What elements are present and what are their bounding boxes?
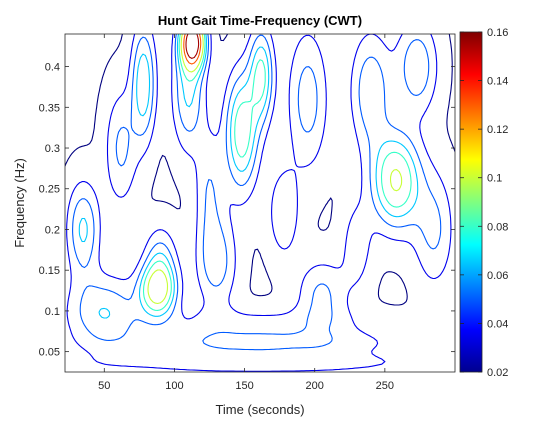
colorbar-tick-label: 0.16 xyxy=(487,27,508,39)
y-tick-label: 0.4 xyxy=(45,62,60,74)
colorbar-tick-label: 0.04 xyxy=(487,318,508,330)
y-tick-label: 0.25 xyxy=(39,184,60,196)
y-tick-label: 0.05 xyxy=(39,347,60,359)
x-tick-label: 200 xyxy=(306,380,324,392)
colorbar-tick-label: 0.1 xyxy=(487,173,502,185)
contour-line xyxy=(72,34,442,351)
contour-line xyxy=(183,34,202,65)
contour-lines xyxy=(65,34,455,372)
y-tick-label: 0.3 xyxy=(45,143,60,155)
contour-line xyxy=(78,34,419,319)
x-axis-label: Time (seconds) xyxy=(215,402,304,417)
chart-title: Hunt Gait Time-Frequency (CWT) xyxy=(158,13,362,28)
contour-line xyxy=(66,34,452,372)
colorbar xyxy=(459,31,483,373)
plot-frame xyxy=(64,33,456,373)
colorbar-tick-label: 0.14 xyxy=(487,76,508,88)
contour-line xyxy=(147,34,403,305)
x-tick-label: 100 xyxy=(165,380,183,392)
y-axis-ticks: 0.05 0.1 0.15 0.2 0.25 0.3 0.35 0.4 xyxy=(39,62,455,359)
y-axis-label: Frequency (Hz) xyxy=(12,158,27,248)
x-tick-label: 50 xyxy=(98,380,110,392)
colorbar-tick-label: 0.08 xyxy=(487,221,508,233)
y-tick-label: 0.35 xyxy=(39,102,60,114)
colorbar-tick-label: 0.02 xyxy=(487,367,508,379)
plot-area xyxy=(65,34,455,372)
y-tick-label: 0.15 xyxy=(39,265,60,277)
x-axis-ticks: 50 100 150 200 250 xyxy=(98,34,394,392)
x-tick-label: 250 xyxy=(376,380,394,392)
y-tick-label: 0.2 xyxy=(45,224,60,236)
colorbar-ticks: 0.02 0.04 0.06 0.08 0.1 0.12 0.14 0.16 xyxy=(460,27,508,379)
contour-line xyxy=(142,34,412,311)
colorbar-tick-label: 0.12 xyxy=(487,124,508,136)
y-tick-label: 0.1 xyxy=(45,306,60,318)
x-tick-label: 150 xyxy=(235,380,253,392)
contour-line xyxy=(65,34,455,306)
colorbar-tick-label: 0.06 xyxy=(487,270,508,282)
contour-line xyxy=(185,34,200,59)
